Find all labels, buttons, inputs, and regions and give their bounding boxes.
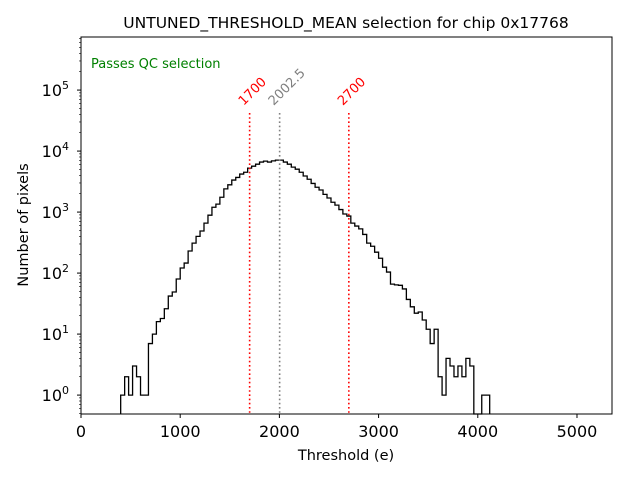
x-tick-label: 2000 — [259, 422, 300, 441]
axes-frame — [80, 36, 613, 415]
x-tick-label: 0 — [76, 422, 86, 441]
y-axis: 100 101 102 103 104 105 — [42, 38, 81, 414]
x-tick-label: 1000 — [160, 422, 201, 441]
x-axis-label: Threshold (e) — [297, 448, 394, 464]
y-tick-label: 101 — [42, 323, 69, 344]
qc-status-annotation: Passes QC selection — [91, 57, 221, 72]
y-tick-label: 105 — [42, 79, 69, 100]
x-axis: 0 1000 2000 3000 4000 5000 — [76, 414, 597, 441]
x-tick-label: 4000 — [457, 422, 498, 441]
y-tick-label: 102 — [42, 262, 69, 283]
y-axis-label: Number of pixels — [16, 163, 32, 286]
y-tick-label: 103 — [42, 201, 69, 222]
x-tick-label: 5000 — [557, 422, 598, 441]
histogram-step-line — [120, 159, 491, 415]
chart-title: UNTUNED_THRESHOLD_MEAN selection for chi… — [123, 14, 568, 33]
x-tick-label: 3000 — [358, 422, 399, 441]
y-tick-label: 104 — [42, 140, 69, 161]
y-tick-label: 100 — [42, 384, 69, 405]
